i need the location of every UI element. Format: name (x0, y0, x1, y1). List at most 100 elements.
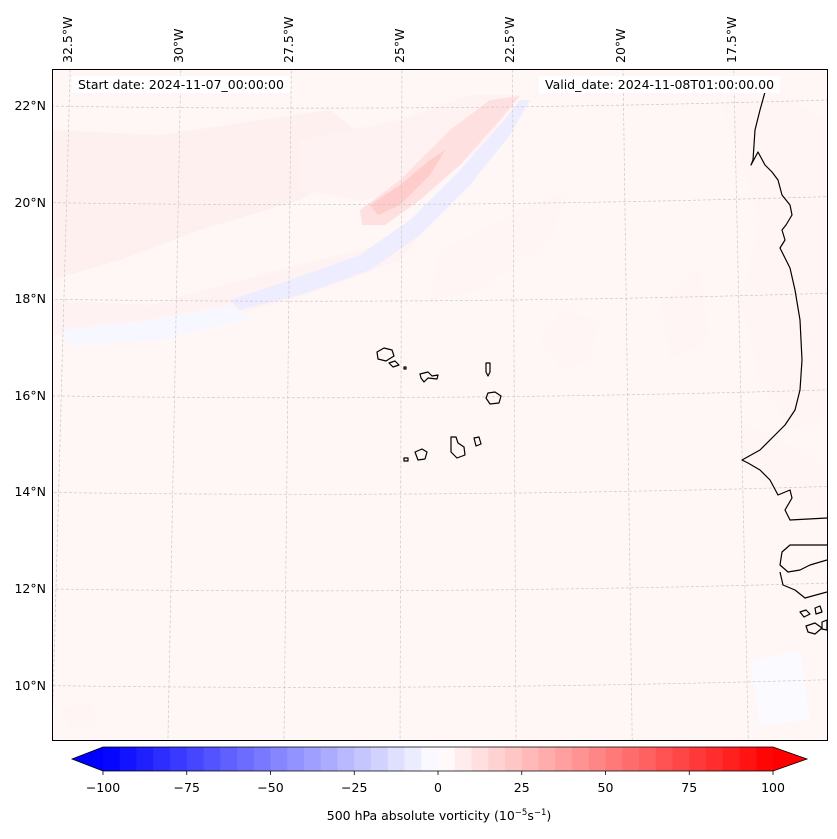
colorbar-extend-max (773, 747, 807, 771)
colorbar-segment (387, 747, 405, 771)
coastline-africa (741, 91, 827, 521)
vorticity-band-core (370, 150, 445, 215)
gridlines (52, 69, 827, 740)
colorbar-segment (722, 747, 740, 771)
latitude-tick-label: 22°N (14, 98, 46, 114)
colorbar-tick-label: −50 (257, 780, 284, 795)
valid-date-label: Valid_date: 2024-11-08T01:00:00.00 (539, 76, 781, 93)
longitude-tick-label: 32.5°W (60, 16, 76, 63)
colorbar-tick-label: −100 (85, 780, 121, 795)
colorbar-segment (588, 747, 606, 771)
colorbar-label-main: 500 hPa absolute vorticity (10 (326, 808, 515, 824)
island-sao-vicente (388, 360, 400, 368)
vorticity-patch-positive (540, 310, 600, 370)
colorbar-segment (454, 747, 472, 771)
coastlines (376, 91, 827, 635)
colorbar-segment (304, 747, 322, 771)
island-sao-nicolau (419, 371, 439, 383)
colorbar-segment (555, 747, 573, 771)
colorbar-tick-label: 75 (681, 780, 698, 795)
colorbar-segment (287, 747, 305, 771)
vorticity-patch-positive (720, 100, 827, 430)
latitude-tick-label: 16°N (14, 387, 46, 403)
colorbar-segment (655, 747, 673, 771)
vorticity-patch-positive (52, 110, 380, 280)
latitude-tick-label: 20°N (14, 194, 46, 210)
parallel-gridline (52, 196, 827, 206)
colorbar-segment (103, 747, 121, 771)
vorticity-patch-positive (740, 420, 827, 520)
latitude-tick-label: 12°N (14, 580, 46, 596)
parallel-gridline (52, 582, 827, 592)
island-bijagos (821, 619, 827, 631)
colorbar-tick-label: 50 (597, 780, 614, 795)
parallel-gridline (52, 292, 827, 302)
colorbar-segment (270, 747, 288, 771)
island-bijagos (799, 609, 811, 618)
colorbar-segment (354, 747, 372, 771)
colorbar-segment (471, 747, 489, 771)
island-boa-vista (485, 391, 502, 405)
colorbar-tick-label: 25 (513, 780, 530, 795)
colorbar-extend-min (72, 747, 103, 771)
map-frame (52, 69, 828, 741)
colorbar-label-exponent1: −5 (514, 808, 528, 818)
latitude-tick-label: 18°N (14, 291, 46, 307)
parallel-gridline (52, 389, 827, 399)
colorbar (70, 746, 809, 775)
colorbar-segment (153, 747, 171, 771)
colorbar-label-exponent2: −1 (533, 808, 547, 818)
colorbar-tick-label: 0 (434, 780, 442, 795)
colorbar-tick-label: −75 (173, 780, 200, 795)
parallel-gridline (52, 486, 827, 495)
colorbar-segment (521, 747, 539, 771)
island-santiago (450, 436, 466, 459)
colorbar-segment (170, 747, 188, 771)
colorbar-segment (337, 747, 355, 771)
colorbar-segment (119, 747, 137, 771)
colorbar-segment (672, 747, 690, 771)
latitude-tick-label: 14°N (14, 484, 46, 500)
colorbar-segment (220, 747, 238, 771)
island-bijagos (805, 622, 823, 635)
island-maio (473, 436, 482, 447)
vorticity-patch-positive (52, 235, 420, 335)
colorbar-label-end: ) (546, 808, 552, 824)
colorbar-segment (186, 747, 204, 771)
coastline-guinea-bissau (779, 571, 827, 599)
longitude-tick-label: 25°W (391, 28, 407, 63)
colorbar-segment (538, 747, 556, 771)
colorbar-segment (320, 747, 338, 771)
colorbar-segment (739, 747, 757, 771)
vorticity-patch-negative (750, 650, 810, 725)
latitude-tick-label: 10°N (14, 677, 46, 693)
colorbar-tick-label: −25 (341, 780, 368, 795)
island-santo-antao (376, 347, 395, 362)
longitude-tick-label: 27.5°W (281, 16, 297, 63)
vorticity-patch-positive (660, 270, 710, 360)
colorbar-segment (706, 747, 724, 771)
parallel-gridline (52, 99, 827, 109)
colorbar-segment (689, 747, 707, 771)
colorbar-tick-label: 100 (761, 780, 785, 795)
colorbar-segment (136, 747, 154, 771)
island-brava (403, 457, 409, 462)
colorbar-segment (253, 747, 271, 771)
colorbar-segment (605, 747, 623, 771)
longitude-tick-label: 20°W (613, 28, 629, 63)
longitude-tick-label: 30°W (170, 28, 186, 63)
colorbar-segment (505, 747, 523, 771)
colorbar-segment (438, 747, 456, 771)
parallel-gridline (52, 679, 827, 688)
colorbar-segment (572, 747, 590, 771)
colorbar-segment (756, 747, 774, 771)
colorbar-segment (622, 747, 640, 771)
colorbar-segment (371, 747, 389, 771)
island-sal (485, 362, 491, 377)
colorbar-segment (404, 747, 422, 771)
colorbar-segment (203, 747, 221, 771)
vorticity-patch-negative (60, 305, 250, 345)
vorticity-field (52, 95, 827, 730)
